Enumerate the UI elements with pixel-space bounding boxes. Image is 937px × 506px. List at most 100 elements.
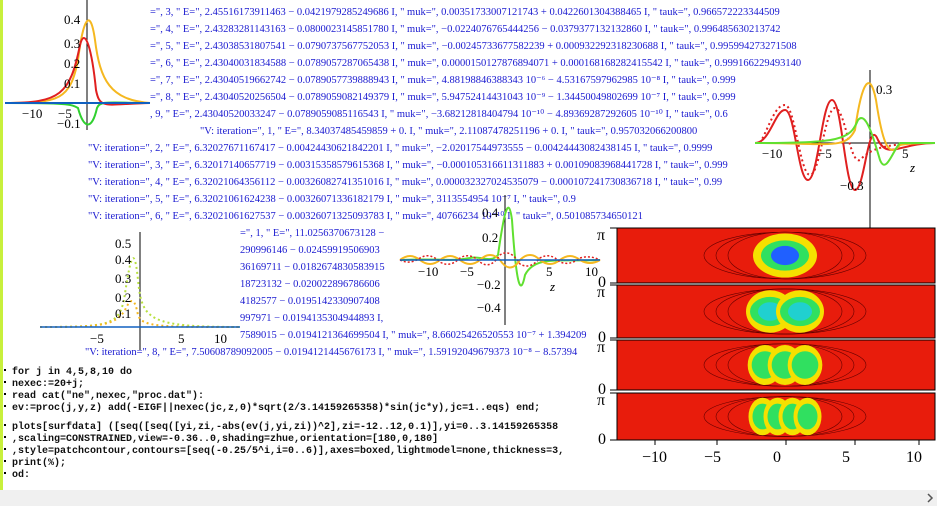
output-line: "V: iteration=", 3, " E=", 6.32017140657…: [88, 160, 728, 171]
output-line: =", 4, " E=", 2.43283281143163 − 0.08000…: [150, 24, 780, 35]
tick-label: −5: [90, 331, 104, 346]
contour-line: [727, 343, 843, 387]
axis-tick: [610, 339, 617, 391]
plot-4: −5 5 10 0.5 0.4 0.3 0.2 0.1: [39, 232, 241, 350]
prompt-mark: [4, 472, 6, 474]
tick-label: −10: [762, 146, 782, 161]
tick-label: 0: [773, 449, 781, 466]
blob: [797, 403, 818, 430]
tick-label: 0.3: [876, 82, 892, 97]
tick-label: −10: [418, 264, 438, 279]
tick-label: 5: [902, 146, 909, 161]
output-line: =", 6, " E=", 2.43040031834588 − 0.07890…: [150, 58, 801, 69]
tick-label: −0.3: [840, 178, 864, 193]
tick-label: 10: [906, 449, 922, 466]
tick-label: −5: [818, 146, 832, 161]
output-line: =", 1, " E=", 11.0256370673128 −: [240, 228, 384, 239]
plot-2: −10 −5 5 0.3 −0.3 z: [754, 70, 936, 230]
blob: [788, 302, 812, 321]
tick-label: −0.2: [477, 277, 501, 292]
output-line: 997971 − 0.0194135304944893 I,: [240, 313, 383, 324]
contour-line: [727, 288, 843, 335]
prompt-mark: [4, 436, 6, 438]
output-line: "V: iteration=", 6, " E=", 6.32021061627…: [88, 210, 643, 222]
code-line: for j in 4,5,8,10 do: [12, 366, 132, 378]
tick-label: 0.2: [64, 56, 80, 71]
scroll-right-arrow[interactable]: [927, 493, 934, 503]
scrollbar[interactable]: [0, 490, 937, 506]
tick-label: π: [597, 284, 605, 301]
code-line: print(%);: [12, 457, 66, 469]
tick-label: 0: [598, 381, 606, 398]
prompt-mark: [4, 381, 6, 383]
contour-line: [727, 231, 843, 280]
output-line: "V: iteration=", 5, " E=", 6.32021061624…: [88, 194, 576, 205]
output-line: =", 8, " E=", 2.43040520256504 − 0.07890…: [150, 92, 736, 103]
tick-label: π: [597, 227, 605, 244]
axis-label: z: [549, 279, 555, 294]
prompt-mark: [4, 405, 6, 407]
tick-label: 0: [598, 329, 606, 346]
output-line: =", 7, " E=", 2.43040519662742 − 0.07890…: [150, 75, 736, 86]
tick-label: π: [597, 392, 605, 409]
blob: [791, 351, 819, 379]
tick-label: 0.2: [115, 290, 131, 305]
tick-label: 10: [585, 264, 598, 279]
prompt-mark: [4, 369, 6, 371]
code-line: ,scaling=CONSTRAINED,view=-0.36..0,shadi…: [12, 433, 438, 445]
axis-tick: [610, 284, 617, 339]
tick-label: 0.4: [115, 252, 132, 267]
tick-label: 5: [546, 264, 553, 279]
code-line: read cat("ne",nexec,"proc.dat"):: [12, 390, 204, 402]
tick-label: 5: [178, 331, 185, 346]
plot-3: −10 −5 5 10 0.4 0.2 −0.2 −0.4 z: [399, 195, 601, 325]
axis-label: z: [909, 160, 915, 175]
tick-label: 0.5: [115, 236, 131, 251]
tick-label: 0.1: [64, 76, 80, 91]
output-line: 4182577 − 0.0195142330907408: [240, 296, 380, 307]
output-line: , 9, " E=", 2.43040520033247 − 0.0789059…: [150, 108, 728, 120]
code-line: plots[surfdata] ([seq([seq([yi,zi,-abs(e…: [12, 421, 558, 433]
code-line: ,style=patchcontour,contours=[seq(-0.25/…: [12, 445, 564, 457]
axis-tick: [610, 392, 617, 441]
tick-label: −5: [460, 264, 474, 279]
tick-label: 0.3: [64, 36, 80, 51]
code-line: nexec:=20+j;: [12, 378, 84, 390]
tick-label: 0.4: [482, 205, 499, 220]
tick-label: π: [597, 339, 605, 356]
contour-line: [727, 396, 843, 437]
tick-label: 5: [842, 449, 850, 466]
output-line: "V: iteration=", 1, " E=", 8.34037485459…: [200, 126, 697, 137]
tick-label: 0.2: [482, 230, 498, 245]
output-line: 7589015 − 0.0194121364699504 I, " muk=",…: [240, 330, 586, 341]
prompt-mark: [4, 460, 6, 462]
tick-label: −0.1: [57, 116, 81, 131]
tick-label: 0.3: [115, 271, 131, 286]
blob: [771, 245, 799, 266]
tick-label: −10: [22, 106, 42, 121]
prompt-mark: [4, 424, 6, 426]
output-line: =", 3, " E=", 2.45516173911463 − 0.04219…: [150, 7, 780, 18]
tick-label: 10: [214, 331, 227, 346]
output-line: 36169711 − 0.0182674830583915: [240, 262, 385, 273]
output-line: 18723132 − 0.020022896786606: [240, 279, 380, 290]
tick-label: 0: [598, 274, 606, 291]
code-line: ev:=proc(j,y,z) add(-EIGF||nexec(jc,z,0)…: [12, 402, 540, 414]
prompt-mark: [4, 448, 6, 450]
exec-bracket: [0, 0, 3, 490]
output-line: 290996146 − 0.02459919506903: [240, 245, 380, 256]
tick-label: −5: [58, 106, 72, 121]
prompt-mark: [4, 393, 6, 395]
tick-label: 0.1: [115, 306, 131, 321]
output-line: =", 5, " E=", 2.43038531807541 − 0.07907…: [150, 41, 797, 52]
tick-label: −0.4: [477, 300, 501, 315]
code-line: od:: [12, 469, 30, 481]
plot-1: −10 −5 0.4 0.3 0.2 0.1 −0.1: [4, 0, 151, 131]
output-line: "V: iteration=", 2, " E=", 6.32027671167…: [88, 143, 712, 154]
output-line: "V: iteration=", 4, " E=", 6.32021064356…: [88, 177, 722, 188]
output-text: =", 3, " E=", 2.45516173911463 − 0.04219…: [85, 7, 801, 358]
blob: [758, 302, 782, 321]
